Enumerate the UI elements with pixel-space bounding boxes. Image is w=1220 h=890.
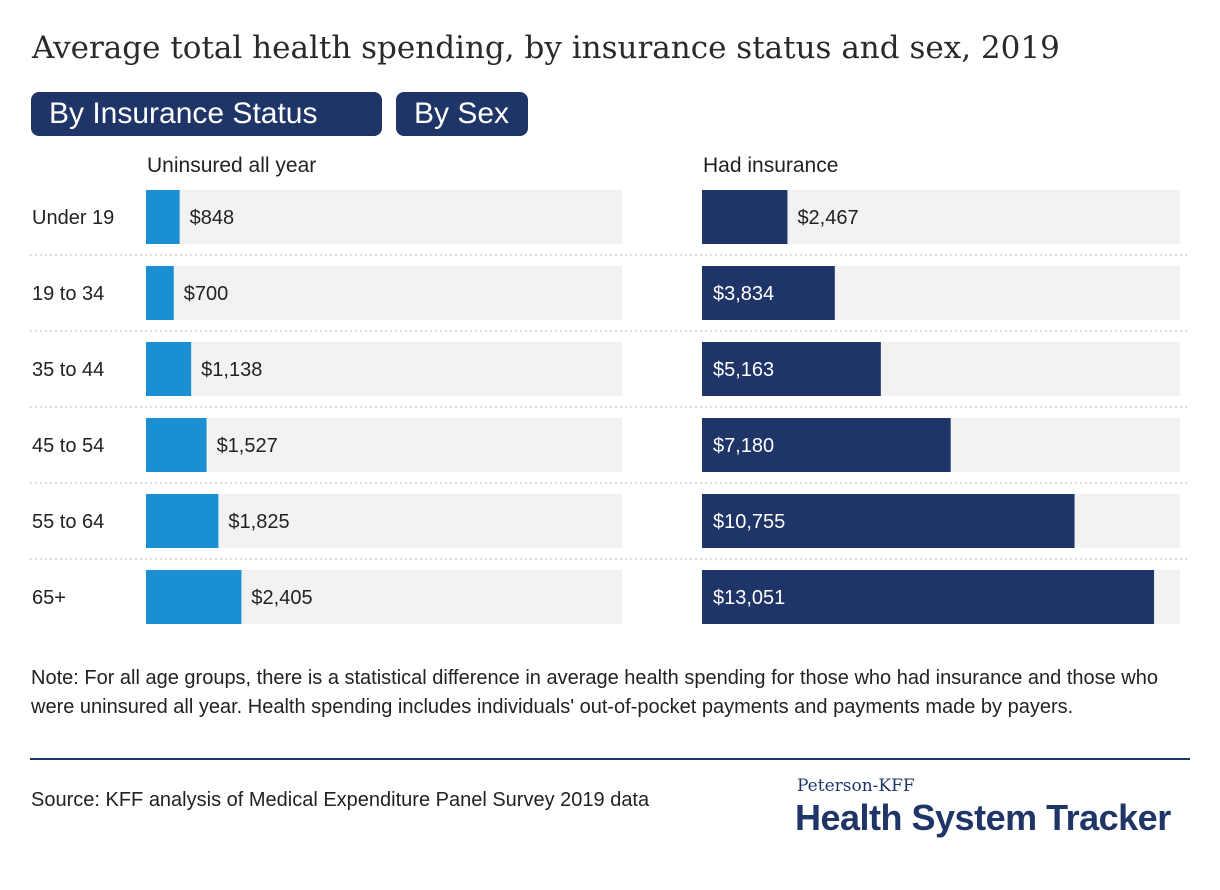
- bar-insured: [702, 342, 881, 396]
- data-label-insured: $3,834: [713, 283, 774, 305]
- bar-uninsured: [146, 570, 242, 624]
- category-label: 45 to 54: [32, 435, 104, 457]
- data-label-uninsured: $1,825: [228, 511, 289, 533]
- source-text: Source: KFF analysis of Medical Expendit…: [31, 789, 650, 811]
- bar-insured: [702, 266, 835, 320]
- bar-uninsured: [146, 190, 180, 244]
- data-label-uninsured: $1,527: [217, 435, 278, 457]
- data-label-insured: $13,051: [713, 587, 785, 609]
- category-label: Under 19: [32, 207, 114, 229]
- data-label-insured: $2,467: [797, 207, 858, 229]
- logo-health-system-tracker: Health System Tracker: [795, 797, 1171, 838]
- chart-title: Average total health spending, by insura…: [32, 30, 1060, 66]
- insured-column-header: Had insurance: [703, 154, 839, 177]
- bar-track: [146, 190, 622, 244]
- data-label-insured: $10,755: [713, 511, 785, 533]
- footer-divider: [30, 758, 1190, 760]
- data-label-insured: $7,180: [713, 435, 774, 457]
- category-label: 19 to 34: [32, 283, 104, 305]
- bar-uninsured: [146, 266, 174, 320]
- by-sex-button[interactable]: By Sex: [396, 92, 528, 136]
- data-label-insured: $5,163: [713, 359, 774, 381]
- bar-track: [146, 418, 622, 472]
- bar-uninsured: [146, 418, 207, 472]
- bar-insured: [702, 494, 1075, 548]
- bar-uninsured: [146, 342, 192, 396]
- category-label: 55 to 64: [32, 511, 104, 533]
- bar-uninsured: [146, 494, 219, 548]
- data-label-uninsured: $700: [184, 283, 229, 305]
- logo-peterson-kff: Peterson-KFF: [797, 776, 915, 796]
- bar-track: [146, 266, 622, 320]
- bar-insured: [702, 570, 1155, 624]
- chart-note: Note: For all age groups, there is a sta…: [31, 667, 1158, 718]
- data-label-uninsured: $2,405: [251, 587, 312, 609]
- bar-insured: [702, 418, 951, 472]
- category-label: 35 to 44: [32, 359, 104, 381]
- bar-insured: [702, 190, 788, 244]
- uninsured-column-header: Uninsured all year: [147, 154, 317, 177]
- bar-track: [146, 342, 622, 396]
- bar-track: [146, 494, 622, 548]
- category-label: 65+: [32, 587, 66, 609]
- data-label-uninsured: $848: [190, 207, 235, 229]
- by-insurance-status-button[interactable]: By Insurance Status: [31, 92, 382, 136]
- data-label-uninsured: $1,138: [201, 359, 262, 381]
